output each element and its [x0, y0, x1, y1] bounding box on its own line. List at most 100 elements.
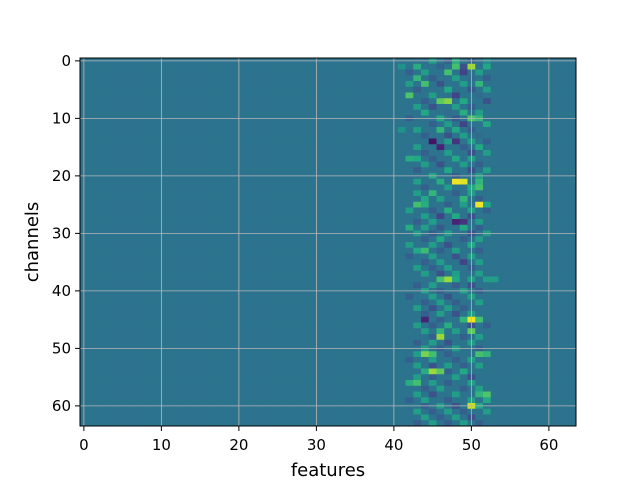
heatmap-cell	[103, 374, 112, 381]
heatmap-cell	[498, 242, 507, 249]
heatmap-cell	[560, 92, 569, 99]
heatmap-cell	[560, 259, 569, 266]
heatmap-cell	[459, 63, 468, 70]
heatmap-cell	[483, 190, 492, 197]
heatmap-cell	[351, 161, 360, 168]
heatmap-cell	[343, 270, 352, 277]
heatmap-cell	[405, 144, 414, 151]
heatmap-cell	[180, 63, 189, 70]
heatmap-cell	[142, 339, 151, 346]
heatmap-cell	[289, 127, 298, 134]
heatmap-cell	[560, 276, 569, 283]
heatmap-cell	[498, 224, 507, 231]
heatmap-cell	[211, 201, 220, 208]
heatmap-cell	[173, 196, 182, 203]
heatmap-cell	[118, 201, 127, 208]
heatmap-cell	[118, 86, 127, 93]
heatmap-cell	[529, 150, 538, 157]
heatmap-cell	[343, 184, 352, 191]
heatmap-cell	[242, 109, 251, 116]
heatmap-cell	[475, 397, 484, 404]
heatmap-cell	[552, 155, 561, 162]
heatmap-cell	[560, 414, 569, 421]
heatmap-cell	[111, 316, 120, 323]
heatmap-cell	[366, 357, 375, 364]
heatmap-cell	[498, 121, 507, 128]
heatmap-cell	[521, 282, 530, 289]
heatmap-cell	[297, 420, 306, 427]
heatmap-cell	[436, 98, 445, 105]
heatmap-cell	[366, 219, 375, 226]
heatmap-cell	[204, 178, 213, 185]
heatmap-cell	[560, 219, 569, 226]
heatmap-cell	[188, 276, 197, 283]
heatmap-cell	[560, 328, 569, 335]
heatmap-cell	[521, 339, 530, 346]
heatmap-cell	[568, 75, 577, 82]
heatmap-cell	[459, 219, 468, 226]
heatmap-cell	[514, 224, 523, 231]
heatmap-cell	[188, 219, 197, 226]
heatmap-cell	[452, 98, 461, 105]
heatmap-cell	[289, 265, 298, 272]
heatmap-cell	[273, 299, 282, 306]
heatmap-cell	[436, 351, 445, 358]
heatmap-cell	[428, 351, 437, 358]
heatmap-cell	[343, 138, 352, 145]
heatmap-cell	[343, 339, 352, 346]
heatmap-cell	[281, 104, 290, 111]
heatmap-cell	[227, 236, 236, 243]
heatmap-cell	[227, 104, 236, 111]
heatmap-cell	[126, 190, 135, 197]
heatmap-cell	[421, 339, 430, 346]
heatmap-cell	[475, 127, 484, 134]
heatmap-cell	[134, 236, 143, 243]
heatmap-cell	[537, 270, 546, 277]
heatmap-cell	[304, 397, 313, 404]
heatmap-cell	[552, 420, 561, 427]
heatmap-cell	[103, 81, 112, 88]
heatmap-cell	[421, 293, 430, 300]
heatmap-cell	[126, 253, 135, 260]
heatmap-cell	[188, 190, 197, 197]
heatmap-cell	[242, 316, 251, 323]
heatmap-cell	[165, 380, 174, 387]
heatmap-cell	[436, 408, 445, 415]
heatmap-cell	[343, 357, 352, 364]
heatmap-cell	[452, 334, 461, 341]
heatmap-cell	[142, 397, 151, 404]
heatmap-cell	[359, 259, 368, 266]
heatmap-cell	[483, 219, 492, 226]
heatmap-cell	[382, 420, 391, 427]
heatmap-cell	[498, 374, 507, 381]
heatmap-cell	[514, 219, 523, 226]
heatmap-cell	[498, 414, 507, 421]
heatmap-cell	[514, 201, 523, 208]
heatmap-cell	[490, 167, 499, 174]
heatmap-cell	[304, 104, 313, 111]
heatmap-cell	[351, 81, 360, 88]
heatmap-cell	[304, 316, 313, 323]
heatmap-cell	[211, 420, 220, 427]
heatmap-cell	[343, 322, 352, 329]
heatmap-cell	[529, 351, 538, 358]
heatmap-cell	[413, 385, 422, 392]
heatmap-cell	[413, 242, 422, 249]
heatmap-cell	[428, 207, 437, 214]
heatmap-cell	[211, 311, 220, 318]
heatmap-cell	[506, 201, 515, 208]
heatmap-cell	[250, 316, 259, 323]
heatmap-cell	[134, 253, 143, 260]
heatmap-cell	[374, 201, 383, 208]
heatmap-cell	[204, 150, 213, 157]
heatmap-cell	[405, 213, 414, 220]
heatmap-cell	[134, 86, 143, 93]
heatmap-cell	[452, 270, 461, 277]
heatmap-cell	[227, 253, 236, 260]
heatmap-cell	[374, 109, 383, 116]
heatmap-cell	[180, 224, 189, 231]
heatmap-cell	[118, 224, 127, 231]
heatmap-cell	[227, 391, 236, 398]
heatmap-cell	[568, 305, 577, 312]
heatmap-cell	[111, 362, 120, 369]
